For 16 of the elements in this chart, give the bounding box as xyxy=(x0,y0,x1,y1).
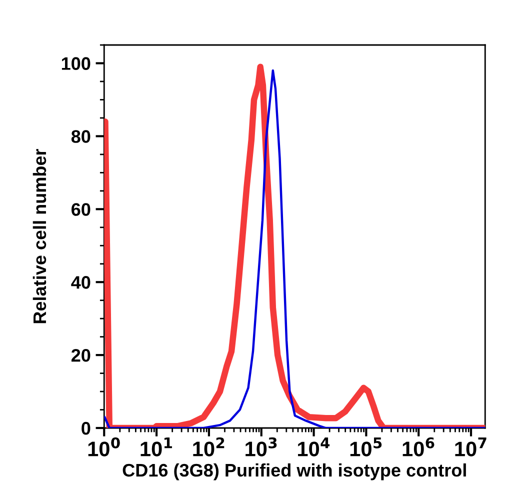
x-tick-label: 10$^{1}$ xyxy=(140,438,172,456)
y-tick-label: 40 xyxy=(71,276,90,289)
x-tick-label: 10$^{3}$ xyxy=(246,437,277,456)
x-axis-title: CD16 (3G8) Purified with isotype control xyxy=(122,463,466,480)
y-axis-title: Relative cell number xyxy=(32,148,46,324)
x-tick-label: 10$^{4}$ xyxy=(298,438,330,456)
x-tick-label: 10$^{5}$ xyxy=(350,438,382,456)
x-tick-label: 10$^{7}$ xyxy=(455,438,486,456)
y-tick-label: 100 xyxy=(62,57,90,70)
y-tick-label: 60 xyxy=(72,203,90,216)
y-tick-label: 80 xyxy=(71,130,90,143)
x-tick-label: 10$^{0}$ xyxy=(88,437,120,456)
y-tick-label: 20 xyxy=(71,348,90,362)
x-tick-label: 10$^{6}$ xyxy=(402,437,434,456)
x-tick-label: 10$^{2}$ xyxy=(193,437,224,456)
y-tick-label: 0 xyxy=(82,422,90,435)
